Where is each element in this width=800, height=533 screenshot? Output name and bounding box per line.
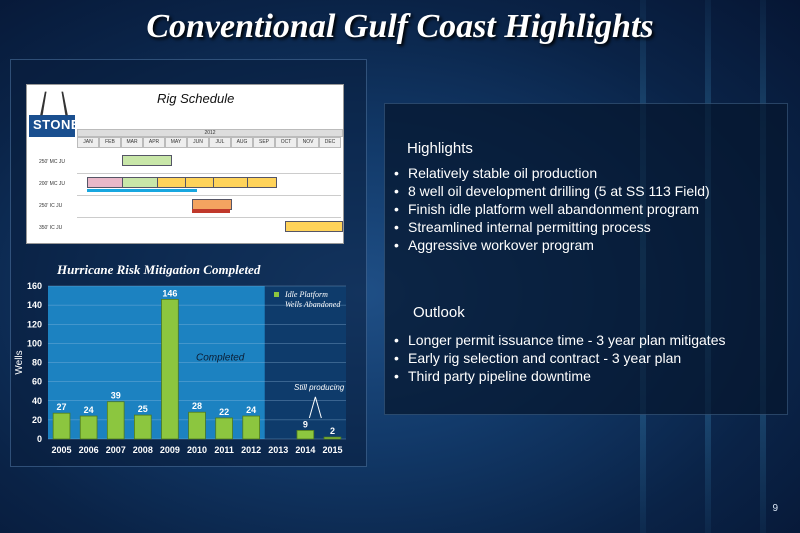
list-item: Finish idle platform well abandonment pr… xyxy=(392,200,710,218)
bar xyxy=(161,298,179,440)
completed-annotation: Completed xyxy=(196,353,245,364)
schedule-bar xyxy=(87,177,124,188)
data-label: 2 xyxy=(330,426,335,436)
x-tick-label: 2005 xyxy=(52,445,72,455)
month-may: MAY xyxy=(165,137,187,148)
y-tick-label: 140 xyxy=(27,300,42,310)
y-tick-label: 40 xyxy=(32,396,42,406)
x-tick-label: 2013 xyxy=(268,445,288,455)
month-mar: MAR xyxy=(121,137,143,148)
month-oct: OCT xyxy=(275,137,297,148)
chart-title: Hurricane Risk Mitigation Completed xyxy=(57,262,261,277)
rig-label: 350' IC JU xyxy=(39,225,63,231)
x-tick-label: 2009 xyxy=(160,445,180,455)
schedule-bar xyxy=(122,177,159,188)
list-item: Aggressive workover program xyxy=(392,236,710,254)
bar xyxy=(296,429,315,440)
outlook-heading: Outlook xyxy=(413,304,465,321)
schedule-bar xyxy=(192,209,230,213)
rig-label: 250' IC JU xyxy=(39,203,63,209)
schedule-bar xyxy=(185,177,215,188)
schedule-bar xyxy=(157,177,187,188)
x-tick-label: 2007 xyxy=(106,445,126,455)
rig-label: 250' MC JU xyxy=(39,159,65,165)
schedule-bar xyxy=(87,189,197,192)
data-label: 28 xyxy=(192,401,202,411)
schedule-bar xyxy=(213,177,249,188)
list-item: Third party pipeline downtime xyxy=(392,367,725,385)
y-tick-label: 80 xyxy=(32,358,42,368)
stone-logo: STONE xyxy=(29,115,80,137)
x-tick-label: 2010 xyxy=(187,445,207,455)
bar xyxy=(52,412,71,440)
x-tick-label: 2008 xyxy=(133,445,153,455)
x-tick-label: 2011 xyxy=(214,445,234,455)
y-tick-label: 100 xyxy=(27,338,42,348)
highlights-heading: Highlights xyxy=(407,140,473,157)
bar xyxy=(242,415,260,440)
hurricane-chart: 0 20 40 60 80 100 120 140 160 Wells 2005 27 2006 24 20… xyxy=(14,281,346,455)
x-tick-label: 2015 xyxy=(322,445,342,455)
month-jul: JUL xyxy=(209,137,231,148)
highlights-list: Relatively stable oil production 8 well … xyxy=(392,164,710,254)
arrow-icon xyxy=(308,396,322,419)
outlook-list: Longer permit issuance time - 3 year pla… xyxy=(392,331,725,385)
data-label: 24 xyxy=(84,405,94,415)
schedule-bar xyxy=(285,221,343,232)
month-feb: FEB xyxy=(99,137,121,148)
list-item: Early rig selection and contract - 3 yea… xyxy=(392,349,725,367)
y-tick-label: 120 xyxy=(27,319,42,329)
bar xyxy=(79,415,98,440)
logo-text: STONE xyxy=(33,117,81,132)
month-jan: JAN xyxy=(77,137,99,148)
month-sep: SEP xyxy=(253,137,275,148)
month-aug: AUG xyxy=(231,137,253,148)
still-producing-annotation: Still producing xyxy=(294,383,345,392)
data-label: 9 xyxy=(303,419,308,429)
y-tick-label: 160 xyxy=(27,281,42,291)
data-label: 146 xyxy=(162,288,177,298)
data-label: 39 xyxy=(111,391,121,401)
row-divider xyxy=(77,195,341,196)
data-label: 22 xyxy=(219,407,229,417)
page-number: 9 xyxy=(772,503,778,514)
month-dec: DEC xyxy=(319,137,341,148)
schedule-months: JAN FEB MAR APR MAY JUN JUL AUG SEP OCT … xyxy=(77,137,341,148)
row-divider xyxy=(77,173,341,174)
rig-tower-icon xyxy=(40,91,68,116)
rig-schedule-image: Rig Schedule STONE 2012 JAN FEB MAR APR … xyxy=(26,84,344,244)
x-tick-label: 2014 xyxy=(295,445,315,455)
rig-schedule-title: Rig Schedule xyxy=(157,91,235,106)
month-apr: APR xyxy=(143,137,165,148)
y-axis-label: Wells xyxy=(14,350,25,374)
data-label: 27 xyxy=(57,402,67,412)
slide-title: Conventional Gulf Coast Highlights xyxy=(146,8,654,45)
month-jun: JUN xyxy=(187,137,209,148)
list-item: 8 well oil development drilling (5 at SS… xyxy=(392,182,710,200)
schedule-bar xyxy=(247,177,277,188)
legend-label: Idle Platform Wells Abandoned xyxy=(284,290,341,309)
schedule-year: 2012 xyxy=(77,129,343,137)
bar xyxy=(188,411,206,440)
list-item: Longer permit issuance time - 3 year pla… xyxy=(392,331,725,349)
legend-swatch xyxy=(274,292,279,297)
list-item: Relatively stable oil production xyxy=(392,164,710,182)
data-label: 24 xyxy=(246,405,256,415)
month-nov: NOV xyxy=(297,137,319,148)
rig-label: 200' MC JU xyxy=(39,181,65,187)
y-tick-label: 0 xyxy=(37,434,42,444)
x-tick-label: 2012 xyxy=(241,445,261,455)
bar xyxy=(215,417,233,440)
y-tick-label: 60 xyxy=(32,377,42,387)
bar xyxy=(134,414,152,440)
schedule-bar xyxy=(122,155,172,166)
data-label: 25 xyxy=(138,404,148,414)
bar xyxy=(323,436,342,440)
y-tick-label: 20 xyxy=(32,415,42,425)
x-tick-label: 2006 xyxy=(79,445,99,455)
list-item: Streamlined internal permitting process xyxy=(392,218,710,236)
row-divider xyxy=(77,217,341,218)
bar xyxy=(106,401,125,440)
